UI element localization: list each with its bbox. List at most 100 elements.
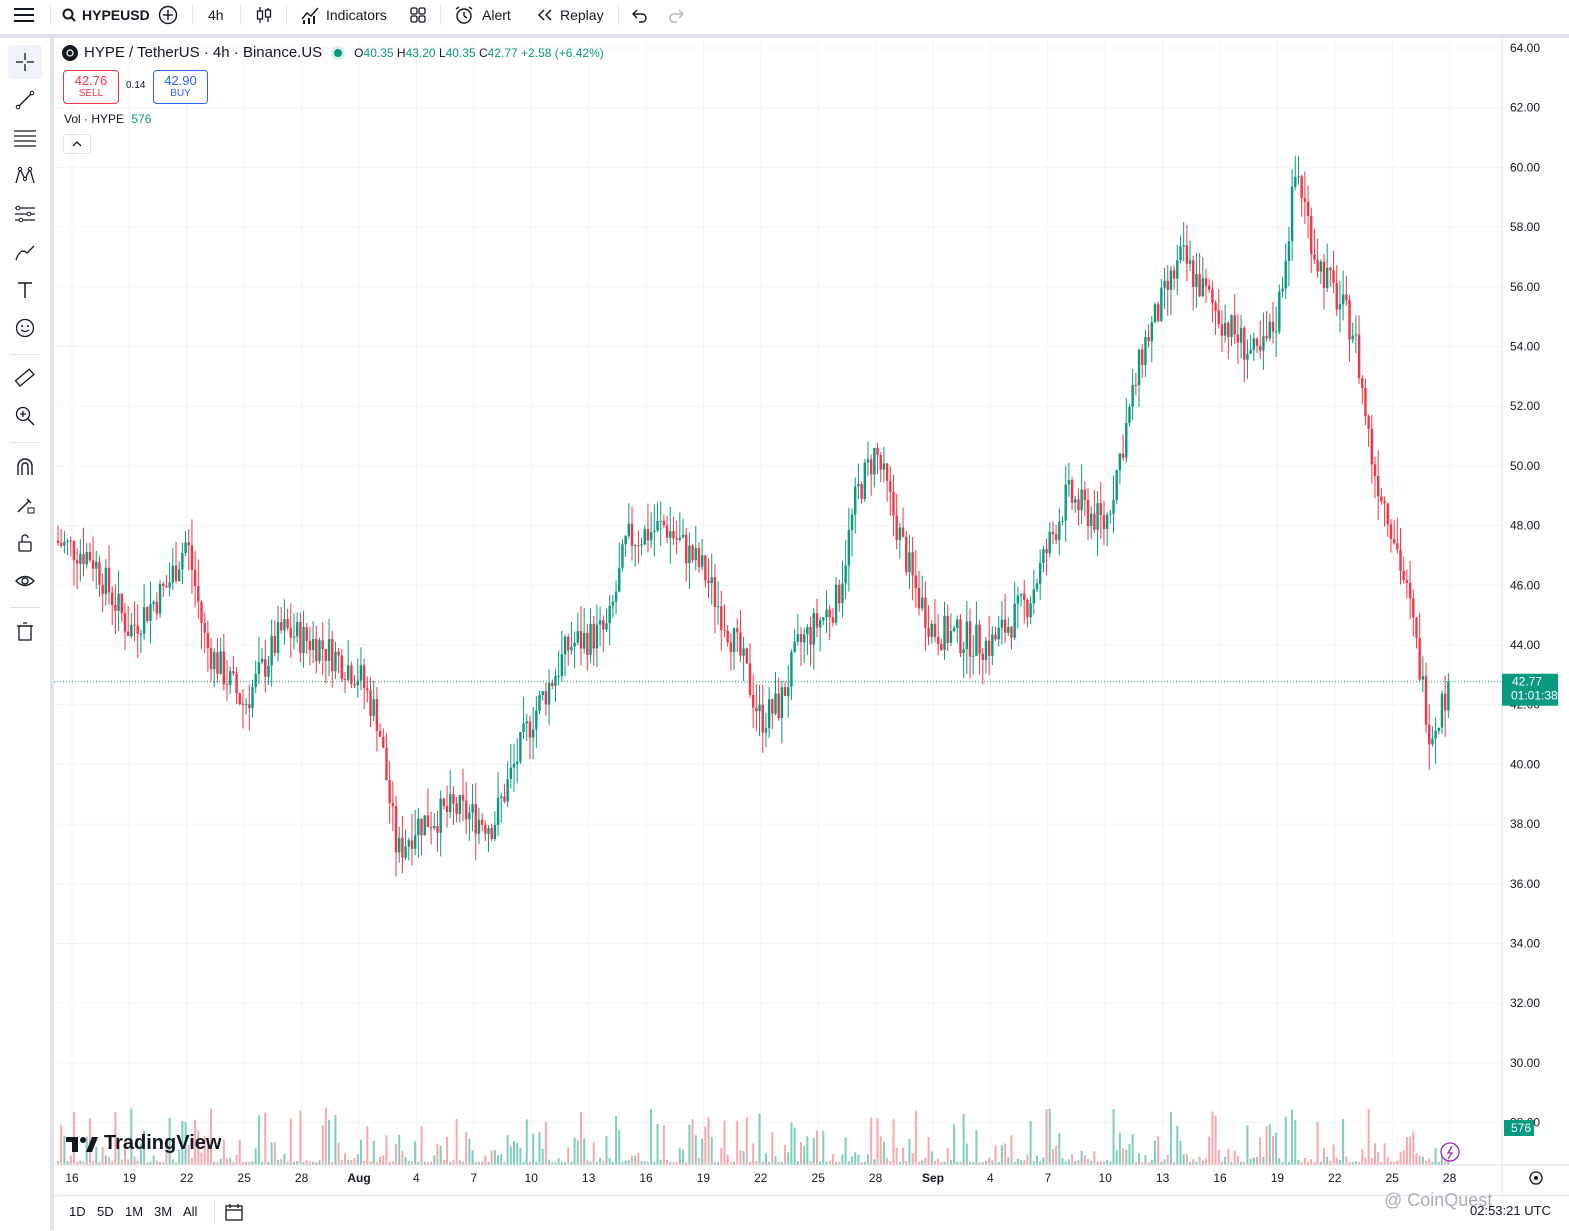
candle-body <box>1038 562 1042 584</box>
candle-body <box>732 628 736 653</box>
hide-drawings-tool[interactable] <box>8 564 42 598</box>
sell-button[interactable]: 42.76 SELL <box>63 70 119 104</box>
candle-body <box>321 640 324 649</box>
time-axis[interactable]: 16 19 22 25 28 Aug 4 7 10 13 16 19 22 25 28 Sep 4 7 10 13 16… <box>54 1164 1569 1185</box>
remove-drawings-tool[interactable] <box>8 615 42 649</box>
volume-bar <box>210 1108 213 1165</box>
volume-bar <box>1096 1161 1099 1165</box>
volume-bar <box>385 1135 388 1165</box>
legend-title[interactable]: HYPE / TetherUS · 4h · Binance.US <box>84 44 323 61</box>
candle-body <box>1233 315 1236 335</box>
range-3m-button[interactable]: 3M <box>154 1204 173 1219</box>
volume-bar <box>168 1117 171 1165</box>
tradingview-logo[interactable]: TradingView <box>66 1132 221 1155</box>
volume-bar <box>1326 1156 1329 1165</box>
text-tool[interactable] <box>8 273 42 307</box>
indicators-button[interactable]: Indicators <box>300 0 387 30</box>
range-5d-button[interactable]: 5D <box>97 1204 114 1219</box>
chart-type-button[interactable] <box>254 0 274 30</box>
magnet-tool[interactable] <box>8 450 42 484</box>
volume-bar <box>557 1158 560 1165</box>
range-1m-button[interactable]: 1M <box>125 1204 144 1219</box>
volume-bar <box>844 1137 847 1165</box>
range-1d-button[interactable]: 1D <box>69 1204 86 1219</box>
candle-body <box>1156 304 1160 321</box>
replay-button[interactable]: Replay <box>536 0 604 30</box>
volume-bar <box>605 1135 608 1165</box>
trend-line-tool[interactable] <box>8 83 42 117</box>
compare-symbol-button[interactable] <box>158 0 178 30</box>
candle-body <box>576 631 579 643</box>
collapse-legend-button[interactable] <box>63 134 91 154</box>
price-chart[interactable]: 64.00 62.00 60.00 58.00 56.00 54.00 52.00 50.00… <box>54 38 1569 1195</box>
candle-body <box>331 639 334 672</box>
pattern-icon <box>15 166 35 184</box>
candle-body <box>305 627 308 641</box>
volume-bar <box>162 1161 165 1165</box>
emoji-tool[interactable] <box>8 311 42 345</box>
undo-button[interactable] <box>630 0 648 30</box>
volume-bar <box>213 1161 216 1165</box>
volume-bar <box>1080 1150 1083 1165</box>
candle-body <box>806 627 809 635</box>
volume-bar <box>366 1126 369 1165</box>
price-axis[interactable]: 64.00 62.00 60.00 58.00 56.00 54.00 52.00 50.00… <box>1510 41 1540 1130</box>
candle-body <box>866 459 870 463</box>
volume-bar <box>1118 1132 1121 1165</box>
candle-body <box>334 651 337 672</box>
candle-body <box>413 835 417 849</box>
volume-bar <box>1153 1140 1156 1165</box>
volume-bar <box>1367 1108 1370 1165</box>
volume-bar <box>866 1154 869 1165</box>
candle-body <box>927 627 930 637</box>
volume-bar <box>1201 1160 1204 1165</box>
redo-button[interactable] <box>668 0 686 30</box>
volume-bar <box>522 1161 525 1165</box>
ruler-tool[interactable] <box>8 361 42 395</box>
candle-body <box>318 640 321 662</box>
lightning-icon[interactable] <box>1440 1142 1460 1162</box>
volume-bar <box>748 1161 751 1165</box>
interval-button[interactable]: 4h <box>208 7 224 23</box>
candle-body <box>225 684 229 686</box>
alert-button[interactable]: Alert <box>454 0 511 30</box>
settings-gear-icon[interactable] <box>1529 1171 1543 1185</box>
brush-tool[interactable] <box>8 235 42 269</box>
candle-body <box>876 447 879 456</box>
candle-body <box>1338 304 1342 310</box>
symbol-search-button[interactable]: HYPEUSD <box>62 0 150 30</box>
candle-body <box>1207 285 1211 290</box>
zoom-tool[interactable] <box>8 399 42 433</box>
volume-legend[interactable]: Vol · HYPE 576 <box>64 112 151 126</box>
fib-tool[interactable] <box>8 121 42 155</box>
volume-bar <box>203 1135 206 1165</box>
forecast-tool[interactable] <box>8 197 42 231</box>
candle-body <box>280 622 283 631</box>
crosshair-tool[interactable] <box>8 45 42 79</box>
candle-body <box>608 605 611 624</box>
volume-bar <box>286 1161 289 1165</box>
clock[interactable]: 02:53:21 UTC <box>1470 1203 1551 1218</box>
candle-body <box>873 447 876 475</box>
candle-body <box>123 613 127 632</box>
lock-all-tool[interactable] <box>8 526 42 560</box>
candle-body <box>787 686 790 697</box>
date-range-button[interactable] <box>224 1202 244 1225</box>
volume-bar <box>465 1132 468 1165</box>
candle-body <box>203 622 206 633</box>
volume-bar <box>812 1137 815 1165</box>
menu-icon[interactable] <box>14 0 34 30</box>
candle-body <box>423 815 426 836</box>
candle-body <box>736 628 739 633</box>
candle-body <box>681 534 685 538</box>
candle-body <box>1316 259 1319 272</box>
volume-bar <box>277 1159 280 1165</box>
lock-drawing-tool[interactable] <box>8 488 42 522</box>
volume-bar <box>1090 1160 1093 1165</box>
brush-icon <box>15 245 35 261</box>
pattern-tool[interactable] <box>8 159 42 193</box>
range-all-button[interactable]: All <box>183 1204 198 1219</box>
buy-button[interactable]: 42.90 BUY <box>153 70 208 104</box>
templates-button[interactable] <box>408 0 428 30</box>
volume-bar <box>532 1133 535 1165</box>
